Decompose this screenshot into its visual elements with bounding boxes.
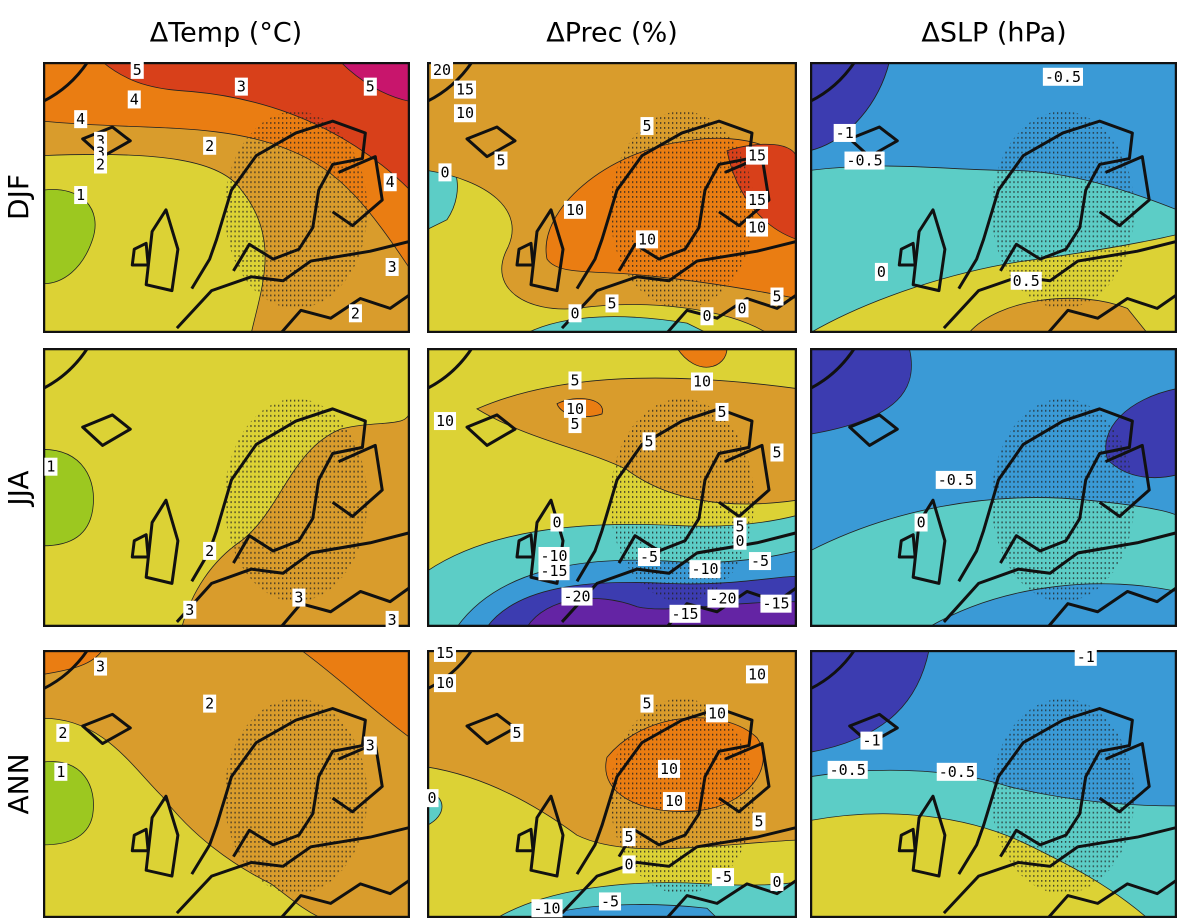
figure: ΔTemp (°C) ΔPrec (%) ΔSLP (hPa) DJF JJA … xyxy=(0,0,1178,919)
contour-label: 5 xyxy=(496,152,505,170)
contour-label: 5 xyxy=(642,695,651,713)
contour-label: 1 xyxy=(46,458,55,476)
contour-label: 4 xyxy=(76,110,85,128)
contour-label: 10 xyxy=(665,792,683,810)
contour-label: -1 xyxy=(1077,648,1095,666)
contour-label: 3 xyxy=(388,611,397,629)
contour-label: -15 xyxy=(540,562,567,580)
contour-label: -10 xyxy=(691,560,718,578)
contour-label: 10 xyxy=(748,219,766,237)
contour-label: 5 xyxy=(772,288,781,306)
contour-label: 0 xyxy=(737,299,746,317)
map-panel xyxy=(43,62,410,333)
contour-label: 5 xyxy=(570,371,579,389)
contour-label: 3 xyxy=(294,589,303,607)
map-panel xyxy=(810,62,1177,333)
contour-label: 2 xyxy=(205,137,214,155)
contour-label: 0 xyxy=(735,532,744,550)
contour-label: 2 xyxy=(205,695,214,713)
contour-label: 2 xyxy=(351,304,360,322)
contour-label: 3 xyxy=(237,78,246,96)
map-panel xyxy=(43,650,410,918)
contour-label: -20 xyxy=(563,588,590,606)
contour-label: 1 xyxy=(56,763,65,781)
contour-label: 10 xyxy=(436,674,454,692)
contour-label: 0 xyxy=(427,789,436,807)
contour-label: -5 xyxy=(640,548,658,566)
column-header: ΔPrec (%) xyxy=(546,18,678,49)
contour-label: 5 xyxy=(133,61,142,79)
contour-label: 0 xyxy=(772,873,781,891)
contour-label: 3 xyxy=(96,658,105,676)
contour-label: -0.5 xyxy=(830,761,866,779)
map-panel xyxy=(810,348,1177,627)
contour-label: 2 xyxy=(58,724,67,742)
contour-label: 5 xyxy=(717,403,726,421)
contour-label: 5 xyxy=(624,828,633,846)
contour-label: 5 xyxy=(754,813,763,831)
contour-label: 15 xyxy=(748,191,766,209)
contour-label: 15 xyxy=(436,644,454,662)
contour-label: 3 xyxy=(185,601,194,619)
contour-label: 0 xyxy=(440,163,449,181)
contour-label: 2 xyxy=(205,542,214,560)
contour-label: -15 xyxy=(671,605,698,623)
contour-label: 5 xyxy=(570,415,579,433)
contour-label: 5 xyxy=(642,117,651,135)
contour-label: 0 xyxy=(570,304,579,322)
contour-label: 10 xyxy=(660,760,678,778)
map-panel xyxy=(427,650,797,918)
contour-label: 10 xyxy=(748,665,766,683)
map-panel xyxy=(810,650,1177,918)
contour-label: 5 xyxy=(772,443,781,461)
map-panel xyxy=(43,348,410,627)
contour-label: 1 xyxy=(76,186,85,204)
contour-label: -1 xyxy=(836,124,854,142)
contour-label: 20 xyxy=(433,61,451,79)
contour-label: 0 xyxy=(552,514,561,532)
row-label: DJF xyxy=(2,174,35,220)
contour-label: 10 xyxy=(638,230,656,248)
contour-label: 0 xyxy=(702,307,711,325)
contour-label: -0.5 xyxy=(846,152,882,170)
contour-label: -10 xyxy=(533,899,560,917)
contour-label: 4 xyxy=(386,173,395,191)
map-panel xyxy=(427,62,797,333)
contour-label: -15 xyxy=(762,595,789,613)
contour-label: 5 xyxy=(512,724,521,742)
contour-label: -20 xyxy=(709,590,736,608)
contour-label: 3 xyxy=(388,258,397,276)
contour-label: 5 xyxy=(607,294,616,312)
contour-label: -1 xyxy=(862,732,880,750)
row-label: ANN xyxy=(2,753,35,814)
contour-label: 0.5 xyxy=(1013,272,1040,290)
contour-label: 5 xyxy=(644,432,653,450)
column-header: ΔTemp (°C) xyxy=(150,18,302,49)
contour-label: 0 xyxy=(624,855,633,873)
contour-label: -0.5 xyxy=(1045,68,1081,86)
contour-label: -5 xyxy=(601,892,619,910)
contour-label: 10 xyxy=(456,104,474,122)
contour-label: -5 xyxy=(751,552,769,570)
row-label: JJA xyxy=(2,470,35,507)
contour-label: 5 xyxy=(366,78,375,96)
contour-label: 10 xyxy=(566,201,584,219)
contour-label: 4 xyxy=(130,90,139,108)
contour-label: 15 xyxy=(748,147,766,165)
contour-label: 15 xyxy=(456,81,474,99)
contour-label: -0.5 xyxy=(939,763,975,781)
contour-label: -5 xyxy=(714,868,732,886)
contour-label: 10 xyxy=(708,704,726,722)
contour-label: 0 xyxy=(877,263,886,281)
contour-label: 10 xyxy=(693,372,711,390)
contour-label: 2 xyxy=(96,155,105,173)
contour-label: 0 xyxy=(917,514,926,532)
column-header: ΔSLP (hPa) xyxy=(921,18,1066,49)
contour-label: 10 xyxy=(436,412,454,430)
map-panel xyxy=(427,348,797,627)
contour-label: -0.5 xyxy=(938,471,974,489)
contour-label: 3 xyxy=(366,737,375,755)
